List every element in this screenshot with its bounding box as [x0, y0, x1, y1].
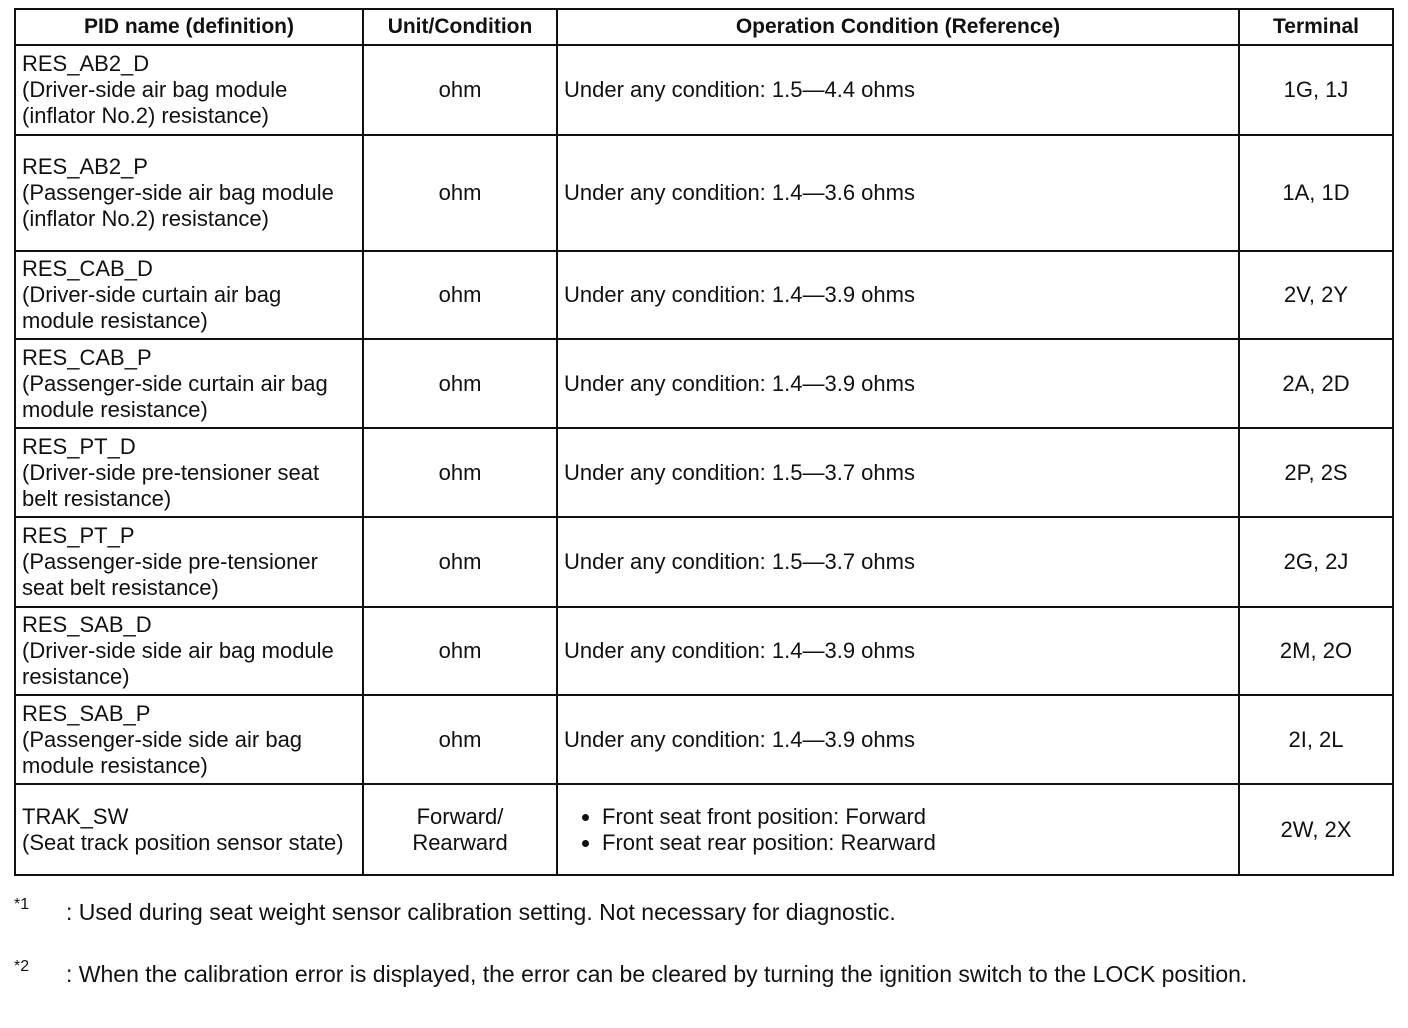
footnote-text: : When the calibration error is displaye… [66, 961, 1248, 987]
condition-cell: Under any condition: 1.4—3.9 ohms [556, 694, 1240, 785]
table-row: RES_PT_P (Passenger-side pre-tensioner se… [14, 516, 1394, 608]
table-row: RES_AB2_P (Passenger-side air bag module … [14, 134, 1394, 252]
footnote-mark: *1 [14, 896, 30, 913]
unit-cell: ohm [362, 516, 558, 608]
terminal-cell: 2W, 2X [1238, 783, 1394, 876]
terminal-cell: 2M, 2O [1238, 606, 1394, 696]
pid-definition: (Passenger-side curtain air bag module r… [22, 370, 328, 422]
terminal-cell: 2I, 2L [1238, 694, 1394, 785]
footnote-text: : Used during seat weight sensor calibra… [66, 899, 896, 925]
condition-cell: Under any condition: 1.4—3.6 ohms [556, 134, 1240, 252]
terminal-cell: 2P, 2S [1238, 427, 1394, 518]
condition-cell: Under any condition: 1.4—3.9 ohms [556, 250, 1240, 340]
pid-name: RES_CAB_P [22, 344, 152, 370]
pid-name: RES_PT_D [22, 433, 136, 459]
header-terminal: Terminal [1238, 8, 1394, 46]
unit-cell: ohm [362, 427, 558, 518]
table-row: RES_PT_D (Driver-side pre-tensioner seat … [14, 427, 1394, 518]
pid-name: RES_AB2_D [22, 51, 150, 76]
footnote-1: *1 : Used during seat weight sensor cali… [14, 896, 896, 927]
table-header: PID name (definition) Unit/Condition Ope… [14, 8, 1394, 46]
condition-cell: Under any condition: 1.4—3.9 ohms [556, 338, 1240, 429]
footnote-2: *2 : When the calibration error is displ… [14, 958, 1366, 989]
table-row: TRAK_SW (Seat track position sensor state… [14, 783, 1394, 876]
table-row: RES_SAB_D (Driver-side side air bag modul… [14, 606, 1394, 696]
header-pid: PID name (definition) [14, 8, 364, 46]
terminal-cell: 1A, 1D [1238, 134, 1394, 252]
unit-cell: Forward/ Rearward [362, 783, 558, 876]
pid-cell: RES_AB2_D (Driver-side air bag module (in… [14, 44, 364, 136]
pid-cell: RES_SAB_P (Passenger-side side air bag mo… [14, 694, 364, 785]
unit-cell: ohm [362, 694, 558, 785]
condition-cell: Under any condition: 1.4—3.9 ohms [556, 606, 1240, 696]
pid-definition: (Driver-side air bag module (inflator No… [22, 77, 288, 128]
condition-cell: Under any condition: 1.5—4.4 ohms [556, 44, 1240, 136]
pid-cell: RES_CAB_P (Passenger-side curtain air bag… [14, 338, 364, 429]
unit-cell: ohm [362, 134, 558, 252]
pid-cell: RES_PT_D (Driver-side pre-tensioner seat … [14, 427, 364, 518]
terminal-cell: 2V, 2Y [1238, 250, 1394, 340]
table-row: RES_CAB_D (Driver-side curtain air bag mo… [14, 250, 1394, 340]
pid-definition: (Driver-side pre-tensioner seat belt res… [22, 459, 320, 511]
table-row: RES_SAB_P (Passenger-side side air bag mo… [14, 694, 1394, 785]
pid-name: RES_AB2_P [22, 154, 148, 179]
pid-cell: RES_PT_P (Passenger-side pre-tensioner se… [14, 516, 364, 608]
pid-definition: (Seat track position sensor state) [22, 829, 344, 855]
pid-cell: TRAK_SW (Seat track position sensor state… [14, 783, 364, 876]
header-condition: Operation Condition (Reference) [556, 8, 1240, 46]
table-row: RES_CAB_P (Passenger-side curtain air bag… [14, 338, 1394, 429]
pid-definition: (Driver-side side air bag module resista… [22, 638, 334, 689]
terminal-cell: 2A, 2D [1238, 338, 1394, 429]
pid-definition: (Driver-side curtain air bag module resi… [22, 282, 282, 333]
terminal-cell: 1G, 1J [1238, 44, 1394, 136]
pid-name: RES_SAB_P [22, 700, 151, 726]
condition-cell: Under any condition: 1.5—3.7 ohms [556, 516, 1240, 608]
table-row: RES_AB2_D (Driver-side air bag module (in… [14, 44, 1394, 136]
pid-definition: (Passenger-side pre-tensioner seat belt … [22, 549, 318, 600]
condition-bullet: Front seat rear position: Rearward [602, 830, 1232, 856]
pid-name: RES_SAB_D [22, 612, 152, 637]
condition-cell: Front seat front position: ForwardFront … [556, 783, 1240, 876]
pid-name: TRAK_SW [22, 803, 129, 829]
pid-cell: RES_CAB_D (Driver-side curtain air bag mo… [14, 250, 364, 340]
pid-definition: (Passenger-side air bag module (inflator… [22, 180, 334, 231]
pid-name: RES_CAB_D [22, 256, 153, 281]
unit-cell: ohm [362, 338, 558, 429]
footnote-mark: *2 [14, 958, 30, 975]
pid-name: RES_PT_P [22, 523, 135, 548]
header-unit: Unit/Condition [362, 8, 558, 46]
unit-cell: ohm [362, 250, 558, 340]
condition-cell: Under any condition: 1.5—3.7 ohms [556, 427, 1240, 518]
terminal-cell: 2G, 2J [1238, 516, 1394, 608]
pid-table: PID name (definition) Unit/Condition Ope… [14, 8, 1394, 876]
pid-cell: RES_AB2_P (Passenger-side air bag module … [14, 134, 364, 252]
condition-bullet: Front seat front position: Forward [602, 804, 1232, 830]
pid-cell: RES_SAB_D (Driver-side side air bag modul… [14, 606, 364, 696]
unit-cell: ohm [362, 606, 558, 696]
unit-cell: ohm [362, 44, 558, 136]
pid-definition: (Passenger-side side air bag module resi… [22, 726, 303, 778]
